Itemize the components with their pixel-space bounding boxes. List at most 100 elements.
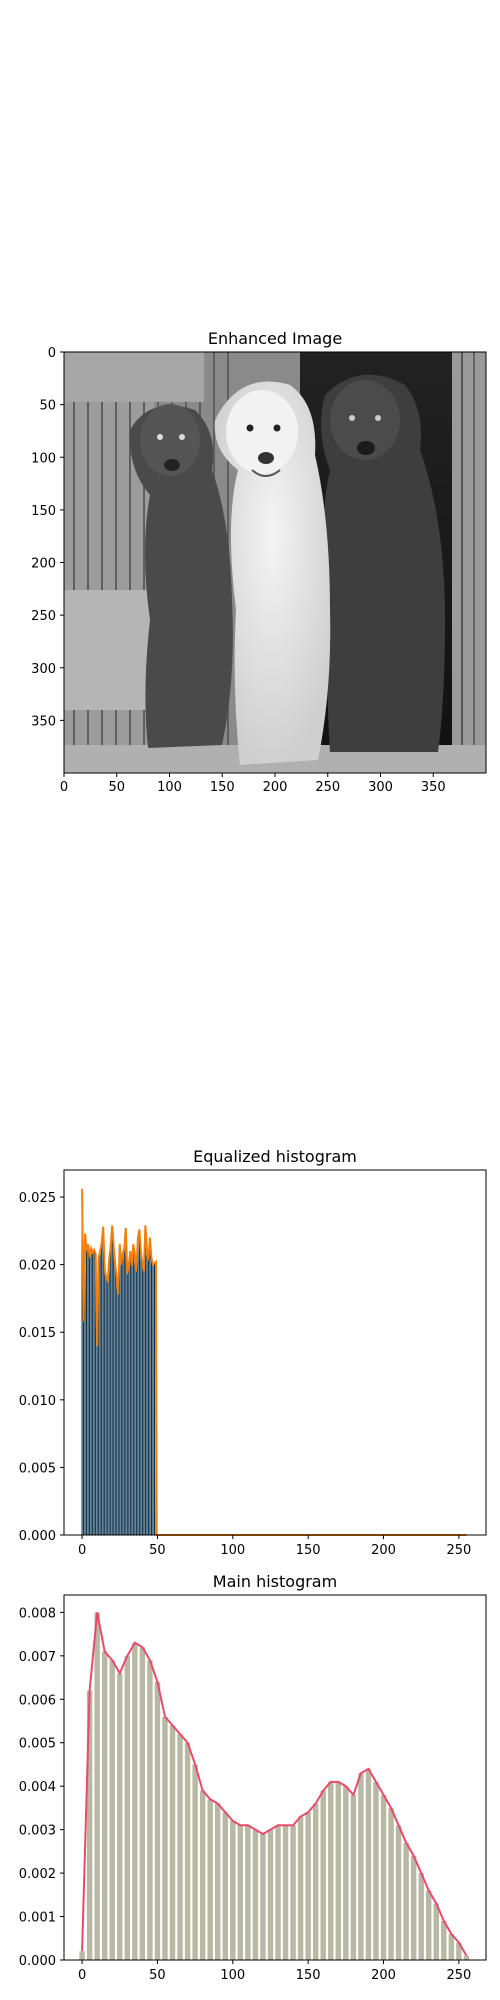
main-histogram-bar xyxy=(441,1920,447,1960)
main-histogram-x-tick-label: 50 xyxy=(149,1968,166,1983)
main-histogram-bar xyxy=(403,1842,409,1960)
image-x-tick-label: 300 xyxy=(368,780,393,795)
image-y-tick-label: 100 xyxy=(31,451,56,466)
main-histogram-bar xyxy=(388,1807,394,1960)
main-histogram-bar xyxy=(358,1773,364,1960)
dog-photo xyxy=(64,352,486,773)
equalized-histogram-line xyxy=(81,1188,467,1536)
equalized-histogram-bar xyxy=(113,1247,115,1535)
equalized-histogram-bar xyxy=(144,1225,146,1535)
image-y-tick-label: 0 xyxy=(48,346,56,361)
equalized-histogram-bar xyxy=(108,1259,110,1535)
main-histogram-y-tick-label: 0.004 xyxy=(19,1780,56,1795)
main-histogram-bar xyxy=(147,1660,153,1960)
image-y-tick-label: 300 xyxy=(31,662,56,677)
image-y-tick-label: 350 xyxy=(31,714,56,729)
main-histogram-bar xyxy=(410,1855,417,1960)
main-histogram-bar xyxy=(350,1794,357,1960)
main-histogram-bar xyxy=(267,1829,274,1960)
equalized-histogram-x-tick-label: 50 xyxy=(149,1543,166,1558)
main-histogram-bar xyxy=(328,1781,334,1960)
main-histogram-x-tick-label: 200 xyxy=(371,1968,396,1983)
main-histogram-y-tick-label: 0.006 xyxy=(19,1693,56,1708)
equalized-histogram-bar xyxy=(131,1265,133,1535)
equalized-histogram-bar xyxy=(117,1294,119,1535)
equalized-histogram-bar xyxy=(122,1253,124,1535)
main-histogram-bar xyxy=(463,1955,470,1960)
image-y-tick-label: 150 xyxy=(31,504,56,519)
equalized-histogram-x-tick-label: 0 xyxy=(78,1543,86,1558)
main-histogram-y-tick-label: 0.001 xyxy=(19,1911,56,1926)
equalized-histogram-bar xyxy=(149,1237,151,1535)
main-histogram-bar xyxy=(395,1825,402,1960)
equalized-histogram-bar xyxy=(119,1244,121,1535)
main-histogram-y-tick-label: 0.003 xyxy=(19,1824,56,1839)
equalized-histogram-bar xyxy=(134,1253,136,1535)
equalized-histogram-bar xyxy=(141,1263,143,1535)
main-histogram-bar xyxy=(215,1803,221,1960)
equalized-histogram-bar xyxy=(153,1263,155,1535)
equalized-histogram-y-tick-label: 0.000 xyxy=(19,1529,56,1544)
image-panel: Enhanced Image xyxy=(31,329,487,795)
main-histogram-bar xyxy=(380,1794,387,1960)
equalized-histogram-bar xyxy=(146,1248,148,1535)
main-histogram-bar xyxy=(282,1825,289,1960)
main-histogram-x-tick-label: 150 xyxy=(296,1968,321,1983)
equalized-histogram-bar xyxy=(81,1188,83,1535)
equalized-histogram-bar xyxy=(128,1264,130,1535)
main-histogram-bar xyxy=(418,1873,424,1960)
main-histogram-bar xyxy=(373,1781,379,1960)
main-histogram-bar xyxy=(312,1803,319,1960)
main-histogram-bar xyxy=(365,1768,372,1960)
main-histogram-bar xyxy=(192,1764,198,1960)
equalized-histogram-bar xyxy=(125,1228,127,1535)
main-histogram-bar xyxy=(297,1816,304,1960)
main-histogram-bar xyxy=(79,1951,85,1960)
main-histogram-line xyxy=(81,1612,468,1957)
image-x-tick-label: 0 xyxy=(60,780,68,795)
equalized-histogram-bar xyxy=(99,1251,101,1535)
equalized-histogram-frame xyxy=(63,1169,487,1536)
main-histogram-y-tick-label: 0.002 xyxy=(19,1867,56,1882)
main-histogram-bar xyxy=(162,1716,168,1960)
main-histogram-bar xyxy=(132,1642,138,1960)
equalized-histogram-y-tick-label: 0.015 xyxy=(19,1326,56,1341)
main-histogram-bar xyxy=(101,1651,108,1960)
main-histogram-x-tick-label: 0 xyxy=(78,1968,86,1983)
equalized-histogram-y-tick-label: 0.020 xyxy=(19,1259,56,1274)
equalized-histogram-bar xyxy=(110,1245,112,1535)
equalized-histogram-y-tick-label: 0.005 xyxy=(19,1461,56,1476)
equalized-histogram-bar xyxy=(129,1251,131,1535)
equalized-histogram-x-tick-label: 250 xyxy=(446,1543,471,1558)
main-histogram-x-tick-label: 250 xyxy=(446,1968,471,1983)
main-histogram-bar xyxy=(124,1655,131,1960)
equalized-histogram-panel: Equalized histogram 0 50 100 150 200 250 0.000… xyxy=(19,1147,487,1558)
equalized-histogram-bar xyxy=(83,1321,85,1535)
main-histogram-bar xyxy=(305,1812,311,1960)
image-x-tick-label: 50 xyxy=(108,780,125,795)
equalized-histogram-bar xyxy=(143,1271,145,1535)
image-x-tick-label: 250 xyxy=(315,780,340,795)
equalized-histogram-bar xyxy=(86,1251,88,1535)
equalized-histogram-y-tick-label: 0.010 xyxy=(19,1394,56,1409)
equalized-histogram-y-tick-label: 0.025 xyxy=(19,1191,56,1206)
equalized-histogram-bar xyxy=(152,1264,154,1535)
image-y-tick-label: 50 xyxy=(39,399,56,414)
image-x-tick-label: 350 xyxy=(421,780,446,795)
equalized-histogram-bar xyxy=(84,1233,86,1535)
equalized-histogram-x-tick-label: 100 xyxy=(220,1543,245,1558)
main-histogram-bar xyxy=(320,1790,326,1960)
main-histogram-bar xyxy=(94,1612,100,1960)
image-y-tick-label: 250 xyxy=(31,609,56,624)
main-histogram-bar xyxy=(260,1833,266,1960)
main-histogram-bar xyxy=(109,1660,115,1960)
equalized-histogram-bar xyxy=(126,1274,128,1535)
equalized-histogram-bar xyxy=(123,1248,125,1535)
image-y-tick-label: 200 xyxy=(31,557,56,572)
equalized-histogram-bar xyxy=(147,1260,149,1535)
image-y-axis: 0 50 100 150 200 250 300 350 xyxy=(31,346,64,729)
equalized-histogram-bar xyxy=(107,1280,109,1535)
main-histogram-bar xyxy=(290,1825,296,1960)
equalized-histogram-bar xyxy=(105,1278,107,1535)
image-title: Enhanced Image xyxy=(208,329,342,348)
